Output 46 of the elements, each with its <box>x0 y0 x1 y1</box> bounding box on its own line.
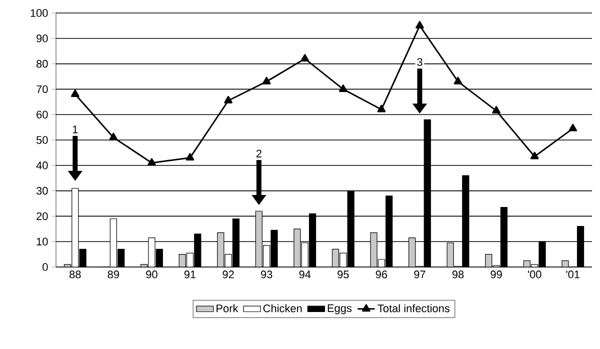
point <box>416 20 424 28</box>
x-tick-label: '01 <box>566 270 580 278</box>
point <box>530 152 539 160</box>
y-tick-label: 20 <box>36 212 48 220</box>
point <box>568 124 578 132</box>
x-tick-label: 99 <box>490 270 502 278</box>
y-tick-label: 30 <box>36 186 48 195</box>
x-tick-label: 95 <box>338 270 349 278</box>
point <box>224 96 232 104</box>
y-tick-label: 60 <box>36 110 48 118</box>
legend-label: Eggs <box>328 304 352 314</box>
point <box>186 153 194 161</box>
point <box>300 54 310 62</box>
point <box>338 84 348 92</box>
point <box>109 132 118 140</box>
point <box>492 106 500 114</box>
y-tick-label: 0 <box>42 263 48 271</box>
y-tick-label: 80 <box>36 60 48 68</box>
point <box>262 76 271 84</box>
point <box>70 90 80 98</box>
y-tick-label: 50 <box>36 136 48 144</box>
annotation: 2 <box>256 150 262 158</box>
point <box>148 158 156 166</box>
x-tick-label: 96 <box>376 270 388 278</box>
annotation: 3 <box>417 58 422 66</box>
x-tick-label: 90 <box>146 270 158 278</box>
y-tick-label: 70 <box>36 85 48 94</box>
x-tick-label: 93 <box>261 270 272 278</box>
y-tick-label: 90 <box>36 34 48 42</box>
x-tick-label: '00 <box>528 270 542 278</box>
x-tick-label: 91 <box>184 270 196 278</box>
x-tick-label: 98 <box>452 270 464 278</box>
x-tick-label: 97 <box>414 270 426 278</box>
point <box>377 104 386 112</box>
y-tick-label: 40 <box>36 162 48 170</box>
x-tick-label: 88 <box>70 270 81 278</box>
x-tick-label: 94 <box>299 270 311 278</box>
legend-label: Pork <box>216 304 238 312</box>
x-tick-label: 89 <box>108 270 120 278</box>
legend-label: Chicken <box>263 304 302 312</box>
y-tick-label: 10 <box>36 238 48 246</box>
annotation: 1 <box>72 126 78 134</box>
point <box>454 76 462 84</box>
legend-label: Total infections <box>378 304 450 312</box>
x-tick-label: 92 <box>222 270 234 278</box>
y-tick-label: 100 <box>30 9 48 17</box>
